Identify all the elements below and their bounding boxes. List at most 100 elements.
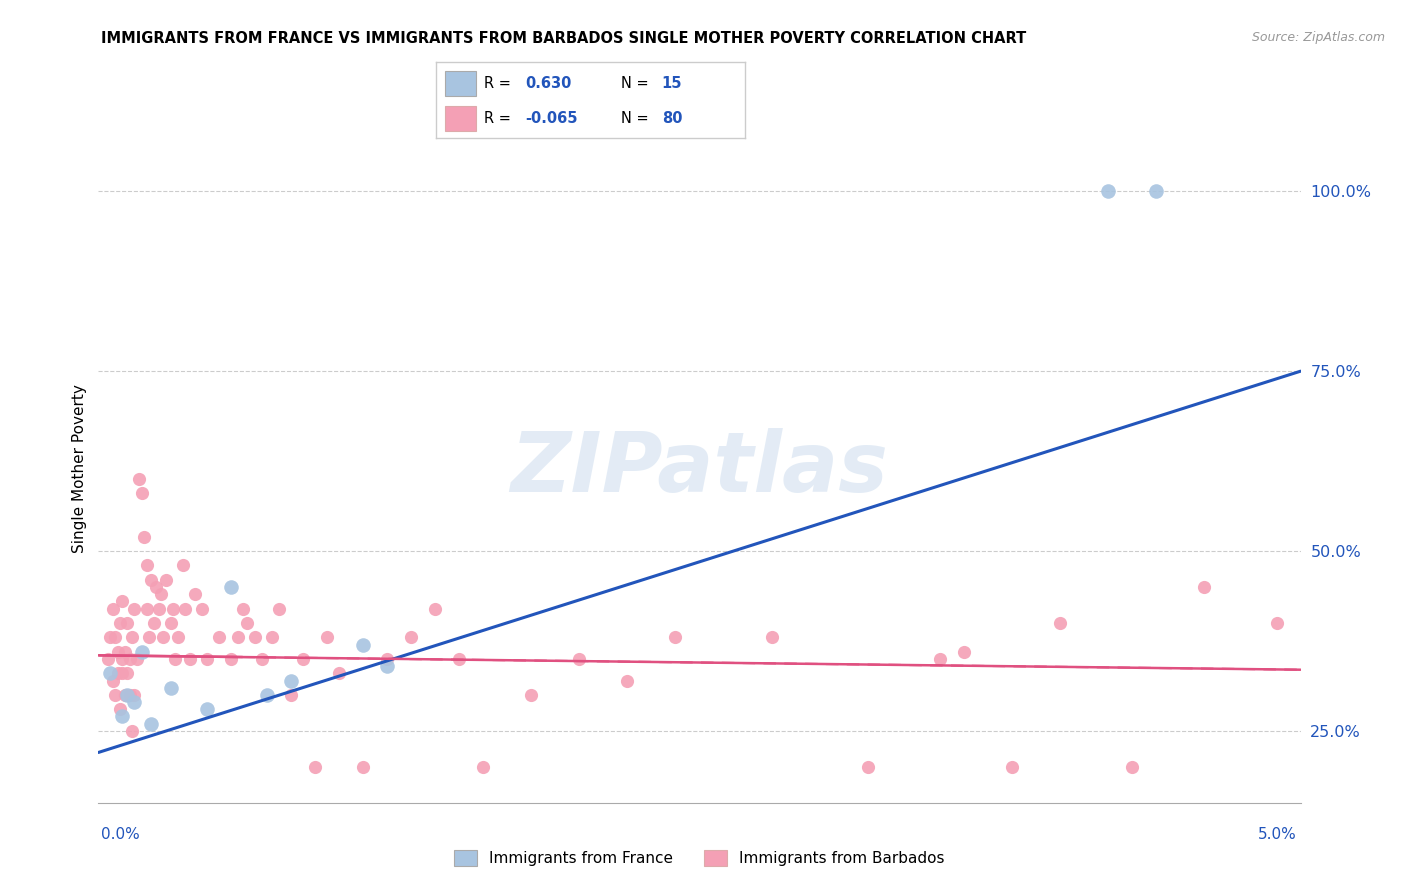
Text: ZIPatlas: ZIPatlas [510, 428, 889, 508]
Point [111, 594, 134, 608]
Point [191, 601, 214, 615]
Point [219, 652, 242, 666]
Point [447, 652, 470, 666]
Point [107, 666, 129, 681]
Point [352, 760, 374, 774]
Point [929, 652, 952, 666]
Point [304, 760, 326, 774]
Point [111, 652, 134, 666]
Point [315, 631, 337, 645]
Point [121, 631, 143, 645]
Point [124, 695, 146, 709]
Point [375, 652, 398, 666]
Point [236, 615, 259, 630]
Point [148, 601, 170, 615]
Point [124, 688, 146, 702]
Point [1097, 185, 1119, 199]
Text: R =: R = [484, 111, 516, 126]
Point [1121, 760, 1143, 774]
Point [183, 587, 205, 601]
Point [111, 666, 134, 681]
Point [664, 631, 686, 645]
Point [101, 601, 124, 615]
Point [155, 573, 177, 587]
Legend: Immigrants from France, Immigrants from Barbados: Immigrants from France, Immigrants from … [449, 844, 950, 872]
Point [117, 688, 139, 702]
Point [1194, 580, 1216, 594]
Point [138, 631, 160, 645]
Point [280, 673, 302, 688]
Point [141, 716, 163, 731]
Point [280, 688, 302, 702]
Point [97, 652, 120, 666]
Y-axis label: Single Mother Poverty: Single Mother Poverty [72, 384, 87, 553]
Point [352, 638, 374, 652]
Point [172, 558, 194, 573]
Point [226, 631, 249, 645]
Text: 5.0%: 5.0% [1257, 827, 1296, 841]
Point [118, 688, 141, 702]
FancyBboxPatch shape [446, 105, 477, 130]
Point [328, 666, 350, 681]
Point [131, 486, 153, 500]
Point [256, 688, 278, 702]
Point [260, 631, 283, 645]
Point [132, 530, 155, 544]
Point [141, 573, 163, 587]
Point [472, 760, 495, 774]
Point [195, 702, 218, 716]
Point [149, 587, 172, 601]
Text: Source: ZipAtlas.com: Source: ZipAtlas.com [1251, 31, 1385, 45]
Text: IMMIGRANTS FROM FRANCE VS IMMIGRANTS FROM BARBADOS SINGLE MOTHER POVERTY CORRELA: IMMIGRANTS FROM FRANCE VS IMMIGRANTS FRO… [101, 31, 1026, 46]
Point [100, 666, 122, 681]
Point [243, 631, 266, 645]
Point [1265, 615, 1288, 630]
Point [1144, 185, 1167, 199]
Point [118, 652, 141, 666]
Point [250, 652, 273, 666]
Point [107, 645, 129, 659]
Point [267, 601, 290, 615]
Point [208, 631, 231, 645]
Point [111, 709, 134, 723]
Point [1001, 760, 1024, 774]
Point [100, 631, 122, 645]
Point [159, 615, 181, 630]
Point [117, 666, 139, 681]
Point [131, 645, 153, 659]
Point [219, 580, 242, 594]
Point [179, 652, 201, 666]
Point [166, 631, 188, 645]
Point [165, 652, 187, 666]
Point [568, 652, 591, 666]
Point [159, 681, 181, 695]
Point [135, 558, 157, 573]
Point [616, 673, 638, 688]
Point [125, 652, 148, 666]
Point [104, 688, 127, 702]
Point [108, 702, 131, 716]
Point [142, 615, 165, 630]
Point [174, 601, 197, 615]
Point [152, 631, 174, 645]
Point [195, 652, 218, 666]
Point [399, 631, 422, 645]
Point [121, 723, 143, 738]
Point [162, 601, 184, 615]
Point [114, 688, 136, 702]
Point [114, 645, 136, 659]
Point [423, 601, 446, 615]
Text: R =: R = [484, 76, 516, 91]
Text: N =: N = [621, 76, 654, 91]
Point [128, 472, 150, 486]
Point [104, 631, 127, 645]
Point [117, 615, 139, 630]
Text: N =: N = [621, 111, 654, 126]
Point [375, 659, 398, 673]
Point [953, 645, 976, 659]
Text: 0.630: 0.630 [526, 76, 572, 91]
Point [124, 601, 146, 615]
Point [520, 688, 543, 702]
FancyBboxPatch shape [446, 70, 477, 95]
Point [291, 652, 314, 666]
